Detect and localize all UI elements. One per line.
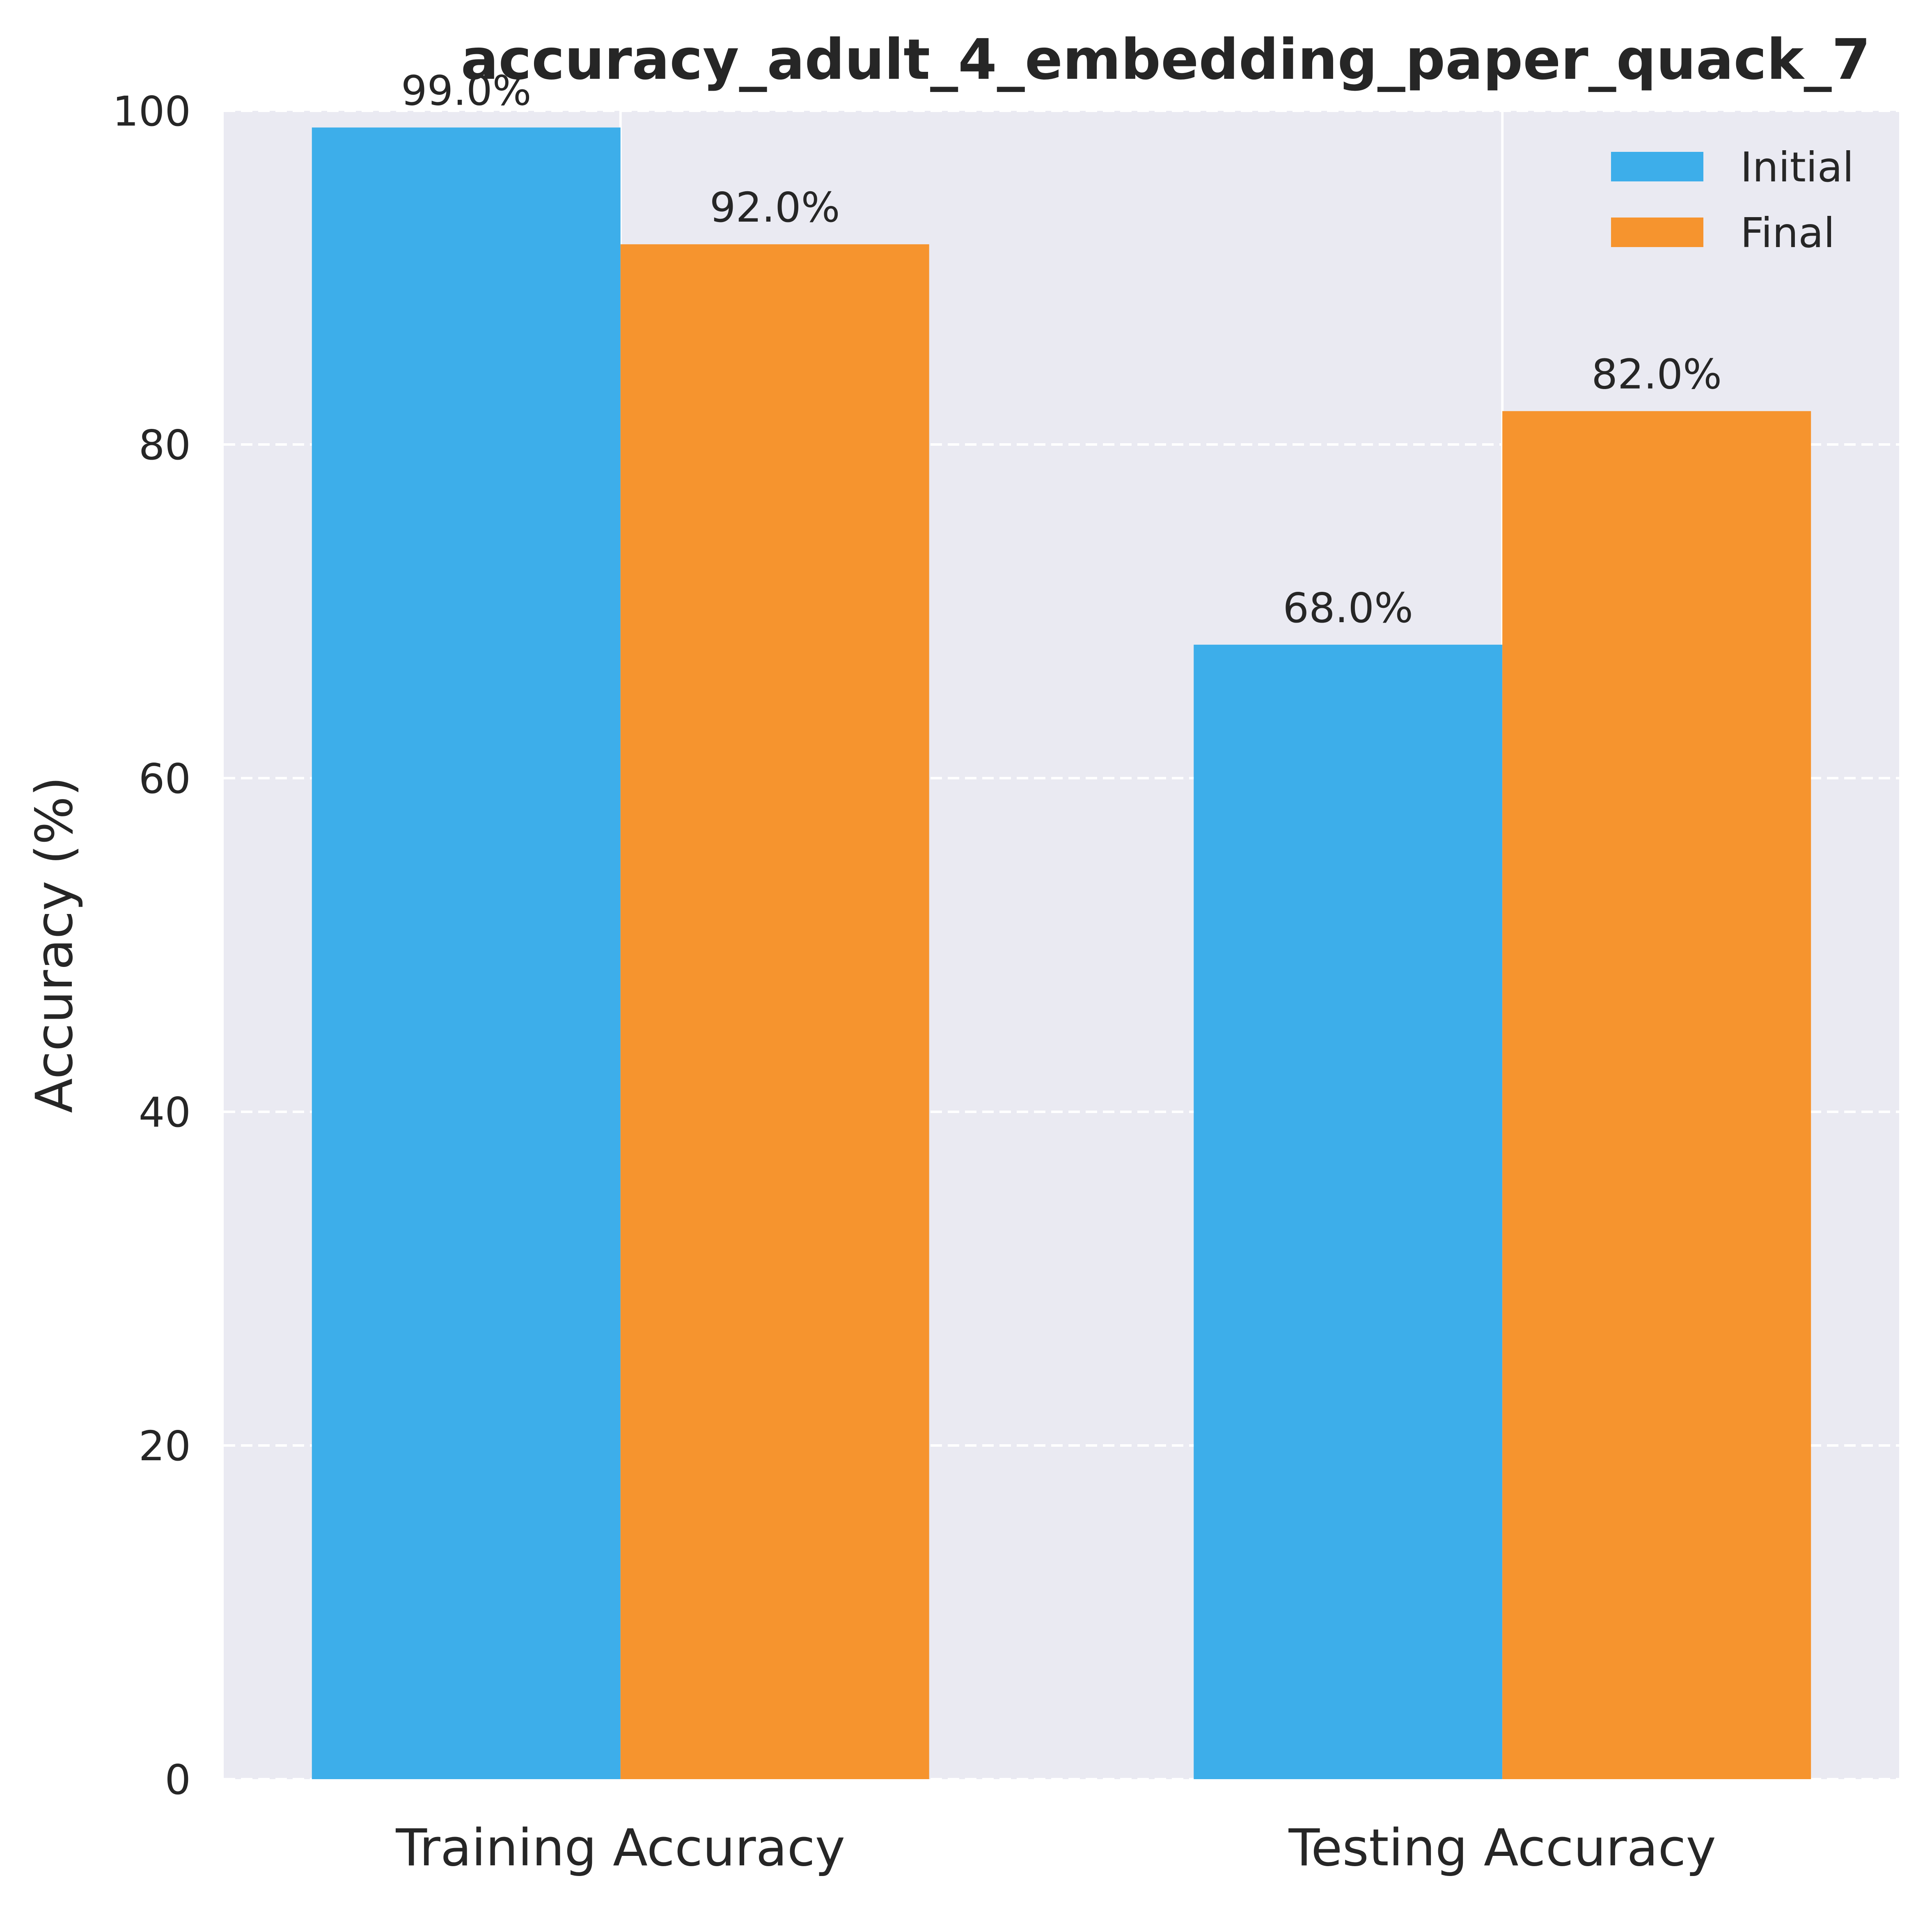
value-label-final-testing-accuracy: 82.0% (1591, 350, 1722, 399)
bar-initial-training-accuracy (312, 127, 621, 1780)
y-tick-label: 20 (139, 1422, 191, 1470)
legend: Initial Final (1611, 143, 1854, 257)
value-labels: 99.0% 68.0% 92.0% 82.0% (401, 67, 1722, 632)
value-label-final-training-accuracy: 92.0% (710, 183, 840, 231)
y-tick-label: 60 (139, 755, 191, 803)
y-tick-label: 40 (139, 1088, 191, 1136)
y-tick-label: 80 (139, 421, 191, 469)
legend-swatch-initial (1611, 152, 1703, 181)
y-axis-title: Accuracy (%) (25, 777, 84, 1113)
x-tick-label: Testing Accuracy (1288, 1819, 1716, 1878)
bar-final-testing-accuracy (1502, 411, 1811, 1780)
x-tick-labels: Training Accuracy Testing Accuracy (395, 1819, 1716, 1878)
bar-initial-testing-accuracy (1194, 644, 1503, 1779)
legend-label-initial: Initial (1740, 143, 1854, 191)
chart-title: accuracy_adult_4_embedding_paper_quack_7 (461, 27, 1871, 92)
bar-final-training-accuracy (620, 244, 929, 1780)
y-tick-label: 0 (165, 1756, 191, 1804)
bars (312, 127, 1811, 1780)
legend-swatch-final (1611, 218, 1703, 247)
y-tick-labels: 0 20 40 60 80 100 (112, 87, 191, 1804)
y-tick-label: 100 (112, 87, 191, 135)
value-label-initial-training-accuracy: 99.0% (401, 67, 532, 115)
x-tick-label: Training Accuracy (395, 1819, 845, 1878)
legend-label-final: Final (1740, 209, 1835, 257)
value-label-initial-testing-accuracy: 68.0% (1283, 584, 1413, 632)
